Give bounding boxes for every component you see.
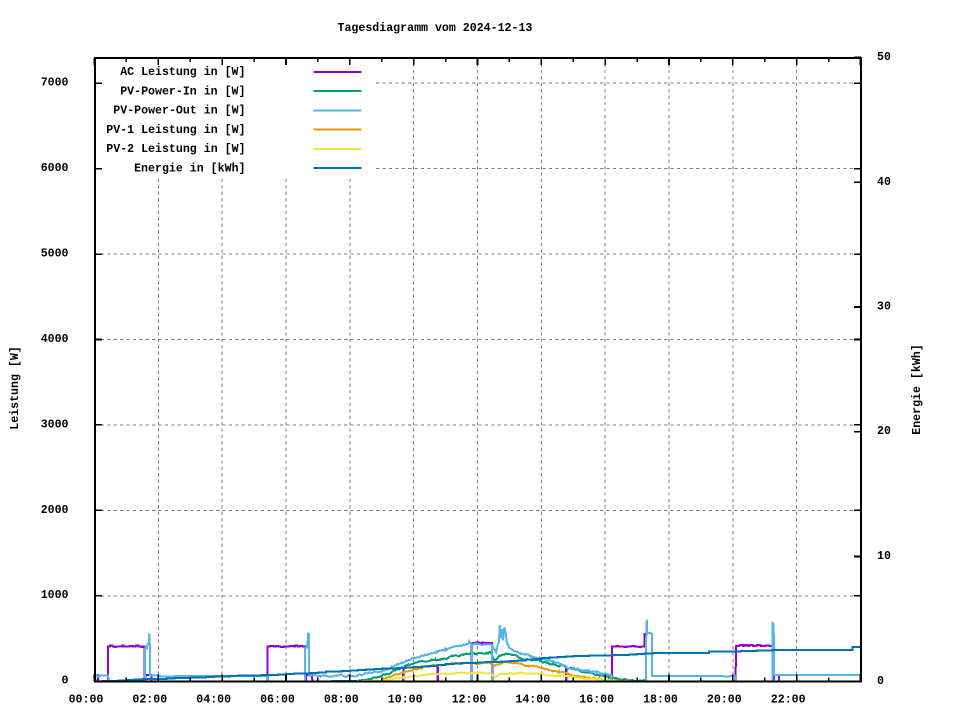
- svg-text:PV-1 Leistung in [W]: PV-1 Leistung in [W]: [106, 123, 245, 137]
- svg-text:50: 50: [877, 50, 891, 64]
- svg-text:PV-Power-Out in [W]: PV-Power-Out in [W]: [113, 104, 245, 118]
- svg-text:4000: 4000: [41, 332, 69, 346]
- svg-text:AC Leistung in [W]: AC Leistung in [W]: [120, 65, 245, 79]
- svg-text:Energie in [kWh]: Energie in [kWh]: [134, 161, 245, 175]
- svg-text:18:00: 18:00: [643, 693, 678, 707]
- svg-text:20:00: 20:00: [707, 693, 742, 707]
- svg-text:1000: 1000: [41, 588, 69, 602]
- svg-text:3000: 3000: [41, 417, 69, 431]
- svg-text:PV-Power-In in [W]: PV-Power-In in [W]: [120, 84, 245, 98]
- svg-text:2000: 2000: [41, 503, 69, 517]
- svg-text:7000: 7000: [41, 76, 69, 90]
- svg-text:6000: 6000: [41, 161, 69, 175]
- svg-text:Energie [kWh]: Energie [kWh]: [910, 344, 924, 435]
- svg-text:00:00: 00:00: [69, 693, 104, 707]
- svg-text:02:00: 02:00: [132, 693, 167, 707]
- svg-text:30: 30: [877, 300, 891, 314]
- svg-text:08:00: 08:00: [324, 693, 359, 707]
- svg-text:Leistung [W]: Leistung [W]: [8, 346, 22, 430]
- svg-text:12:00: 12:00: [452, 693, 487, 707]
- svg-text:20: 20: [877, 424, 891, 438]
- svg-text:Tagesdiagramm vom 2024-12-13: Tagesdiagramm vom 2024-12-13: [338, 21, 533, 35]
- svg-text:10: 10: [877, 549, 891, 563]
- svg-text:0: 0: [62, 674, 69, 688]
- svg-text:22:00: 22:00: [771, 693, 806, 707]
- svg-text:5000: 5000: [41, 247, 69, 261]
- svg-text:0: 0: [877, 674, 884, 688]
- svg-text:04:00: 04:00: [196, 693, 231, 707]
- svg-text:16:00: 16:00: [579, 693, 614, 707]
- svg-text:40: 40: [877, 175, 891, 189]
- svg-text:14:00: 14:00: [515, 693, 550, 707]
- svg-text:06:00: 06:00: [260, 693, 295, 707]
- svg-text:PV-2 Leistung in [W]: PV-2 Leistung in [W]: [106, 142, 245, 156]
- svg-text:10:00: 10:00: [388, 693, 423, 707]
